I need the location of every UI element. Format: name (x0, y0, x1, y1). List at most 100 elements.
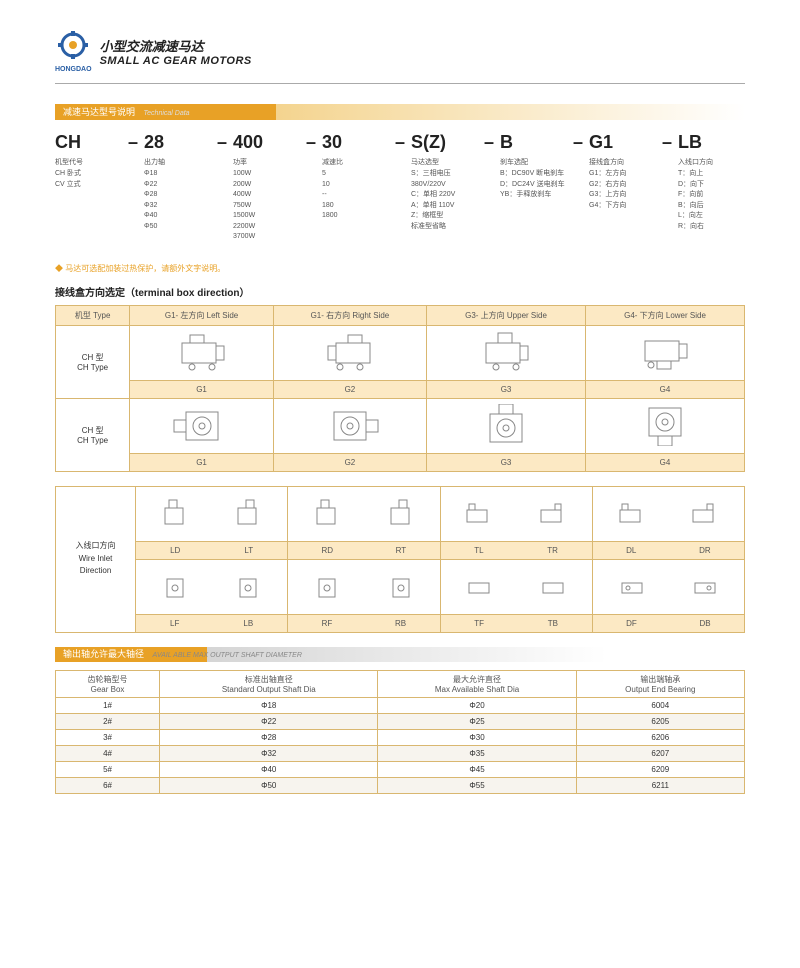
code-group: G1接线盒方向G1：左方向G2：右方向G3：上方向G4：下方向 (589, 132, 656, 211)
wire-label: RF (322, 619, 333, 628)
code-dash: – (393, 132, 407, 153)
tbd-header-row: 机型 Type G1- 左方向 Left Side G1- 右方向 Right … (56, 305, 745, 325)
wire-label: RB (395, 619, 406, 628)
shaft-col: 最大允许直径Max Available Shaft Dia (378, 670, 576, 697)
code-option: CH 卧式 (55, 169, 122, 180)
code-big: 28 (144, 132, 211, 153)
wire-label: LF (170, 619, 179, 628)
code-option: 400W (233, 190, 300, 201)
section-header-shaft: 输出轴允许最大轴径 AVAIL ABLE MAX OUTPUT SHAFT DI… (55, 647, 745, 662)
code-option: 1500W (233, 211, 300, 222)
terminal-box-table: 机型 Type G1- 左方向 Left Side G1- 右方向 Right … (55, 305, 745, 472)
wire-r1-lbls: LDLT RD RT TL TR DLDR (56, 541, 745, 559)
wire-label: RD (322, 546, 334, 555)
shaft-cell: Φ40 (160, 761, 378, 777)
wire-label: TR (547, 546, 558, 555)
wire-label-cell: DLDR (592, 541, 744, 559)
wire-dia (136, 486, 288, 541)
code-big: B (500, 132, 567, 153)
code-label: 功率 (233, 157, 300, 167)
code-option: R：向右 (678, 222, 745, 233)
motor-diagram (273, 325, 426, 380)
wire-label: DR (699, 546, 711, 555)
code-option: 200W (233, 180, 300, 191)
tbd-row2-lbl: CH 型CH Type (56, 398, 130, 471)
wire-label: RT (396, 546, 407, 555)
code-option: L：向左 (678, 211, 745, 222)
motor-diagram (130, 325, 273, 380)
code-option: G4：下方向 (589, 201, 656, 212)
code-option: 1800 (322, 211, 389, 222)
shaft-cell: Φ28 (160, 729, 378, 745)
tbd-row1-lbls: G1 G2 G3 G4 (56, 380, 745, 398)
model-code-row: CH机型代号CH 卧式CV 立式–28出力轴Φ18Φ22Φ28Φ32Φ40Φ50… (55, 132, 745, 243)
wire-label: TL (474, 546, 483, 555)
code-label: 机型代号 (55, 157, 122, 167)
code-option: CV 立式 (55, 180, 122, 191)
code-option: B：向后 (678, 201, 745, 212)
shaft-body: 1#Φ18Φ2060042#Φ22Φ2562053#Φ28Φ3062064#Φ3… (56, 697, 745, 793)
shaft-col: 齿轮箱型号Gear Box (56, 670, 160, 697)
wire-label-cell: RF RB (288, 614, 440, 632)
code-option: F：向前 (678, 190, 745, 201)
tbd-title: 接线盒方向选定（terminal box direction） (55, 284, 745, 299)
code-option: 5 (322, 169, 389, 180)
wire-label-cell: DFDB (592, 614, 744, 632)
code-option: 180 (322, 201, 389, 212)
wire-label-cell: TL TR (440, 541, 592, 559)
sec3-cn: 输出轴允许最大轴径 (63, 649, 144, 659)
code-group: LB入线口方向T：向上D：向下F：向前B：向后L：向左R：向右 (678, 132, 745, 232)
code-option: 3700W (233, 232, 300, 243)
code-option: Φ28 (144, 190, 211, 201)
code-dash: – (571, 132, 585, 153)
tbd-row2-dia: CH 型CH Type (56, 398, 745, 453)
code-option: 100W (233, 169, 300, 180)
g-label: G4 (586, 453, 745, 471)
code-big: LB (678, 132, 745, 153)
tbd-col4: G4- 下方向 Lower Side (586, 305, 745, 325)
tbd-col2: G1- 右方向 Right Side (273, 305, 426, 325)
wire-label: TB (548, 619, 558, 628)
shaft-cell: Φ50 (160, 777, 378, 793)
code-label: 马达选型 (411, 157, 478, 167)
code-group: 28出力轴Φ18Φ22Φ28Φ32Φ40Φ50 (144, 132, 211, 232)
code-option: T：向上 (678, 169, 745, 180)
header-divider (55, 83, 745, 84)
code-option: 2200W (233, 222, 300, 233)
wire-label-cell: LDLT (136, 541, 288, 559)
wire-label-cell: TF TB (440, 614, 592, 632)
shaft-cell: Φ30 (378, 729, 576, 745)
shaft-cell: Φ22 (160, 713, 378, 729)
code-big: S(Z) (411, 132, 478, 153)
wire-label: DB (700, 619, 711, 628)
wire-label: LD (170, 546, 180, 555)
wire-label-cell: LF LB (136, 614, 288, 632)
code-option: G2：右方向 (589, 180, 656, 191)
motor-diagram (427, 325, 586, 380)
tbd-row2-lbls: G1 G2 G3 G4 (56, 453, 745, 471)
shaft-col: 输出端轴承Output End Bearing (576, 670, 744, 697)
wire-dia (592, 559, 744, 614)
motor-diagram (586, 325, 745, 380)
motor-diagram (273, 398, 426, 453)
shaft-cell: Φ32 (160, 745, 378, 761)
code-option: D：DC24V 送电刹车 (500, 180, 567, 191)
code-big: 400 (233, 132, 300, 153)
wire-label: TF (474, 619, 484, 628)
g-label: G3 (427, 380, 586, 398)
code-group: B刹车选配B：DC90V 断电刹车D：DC24V 送电刹车YB：手释放刹车 (500, 132, 567, 201)
wire-r2-lbls: LF LB RF RB TF TB DFDB (56, 614, 745, 632)
code-label: 入线口方向 (678, 157, 745, 167)
logo: HONGDAO (55, 30, 92, 73)
title-cn: 小型交流减速马达 (100, 36, 252, 55)
code-option: Z：缩框型 (411, 211, 478, 222)
code-option: B：DC90V 断电刹车 (500, 169, 567, 180)
wire-label: LB (243, 619, 253, 628)
code-group: CH 机型代号 CH 卧式CV 立式 (55, 132, 122, 190)
code-group: S(Z)马达选型S：三相电压380V/220VC：单相 220VA：单相 110… (411, 132, 478, 232)
code-label: 出力轴 (144, 157, 211, 167)
wire-dia (288, 486, 440, 541)
sec1-en: Technical Data (144, 110, 190, 117)
code-option: Φ22 (144, 180, 211, 191)
code-big: CH (55, 132, 122, 153)
